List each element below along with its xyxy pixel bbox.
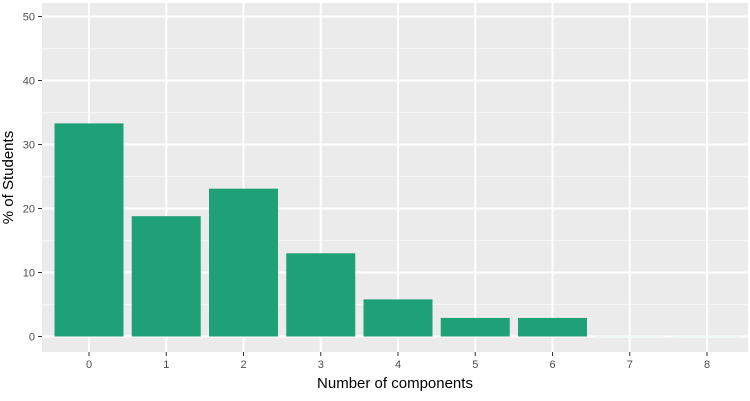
bar [595,336,665,337]
x-tick-label: 4 [395,359,401,371]
y-tick-label: 10 [23,268,35,280]
bar [286,253,356,337]
y-axis: 0 10 20 30 40 50 [23,12,42,344]
x-axis: 0 1 2 3 4 5 6 7 8 [86,352,710,371]
bar [440,317,510,337]
y-tick-label: 40 [23,76,35,88]
y-tick-label: 0 [29,332,35,344]
bar [672,336,742,337]
x-tick-label: 2 [240,359,246,371]
x-tick-label: 0 [86,359,92,371]
y-tick-label: 30 [23,140,35,152]
y-axis-title: % of Students [0,131,17,224]
x-tick-label: 5 [472,359,478,371]
x-tick-label: 6 [549,359,555,371]
x-tick-label: 8 [704,359,710,371]
bar [131,216,201,337]
x-tick-label: 3 [318,359,324,371]
x-axis-title: Number of components [317,375,473,392]
y-tick-label: 20 [23,204,35,216]
bar [54,123,124,337]
bar [518,317,587,337]
bar [363,299,433,337]
bar [209,188,278,337]
grid-lines [42,3,748,352]
y-tick-label: 50 [23,12,35,24]
x-tick-label: 1 [163,359,169,371]
x-tick-label: 7 [627,359,633,371]
bars [54,123,742,337]
